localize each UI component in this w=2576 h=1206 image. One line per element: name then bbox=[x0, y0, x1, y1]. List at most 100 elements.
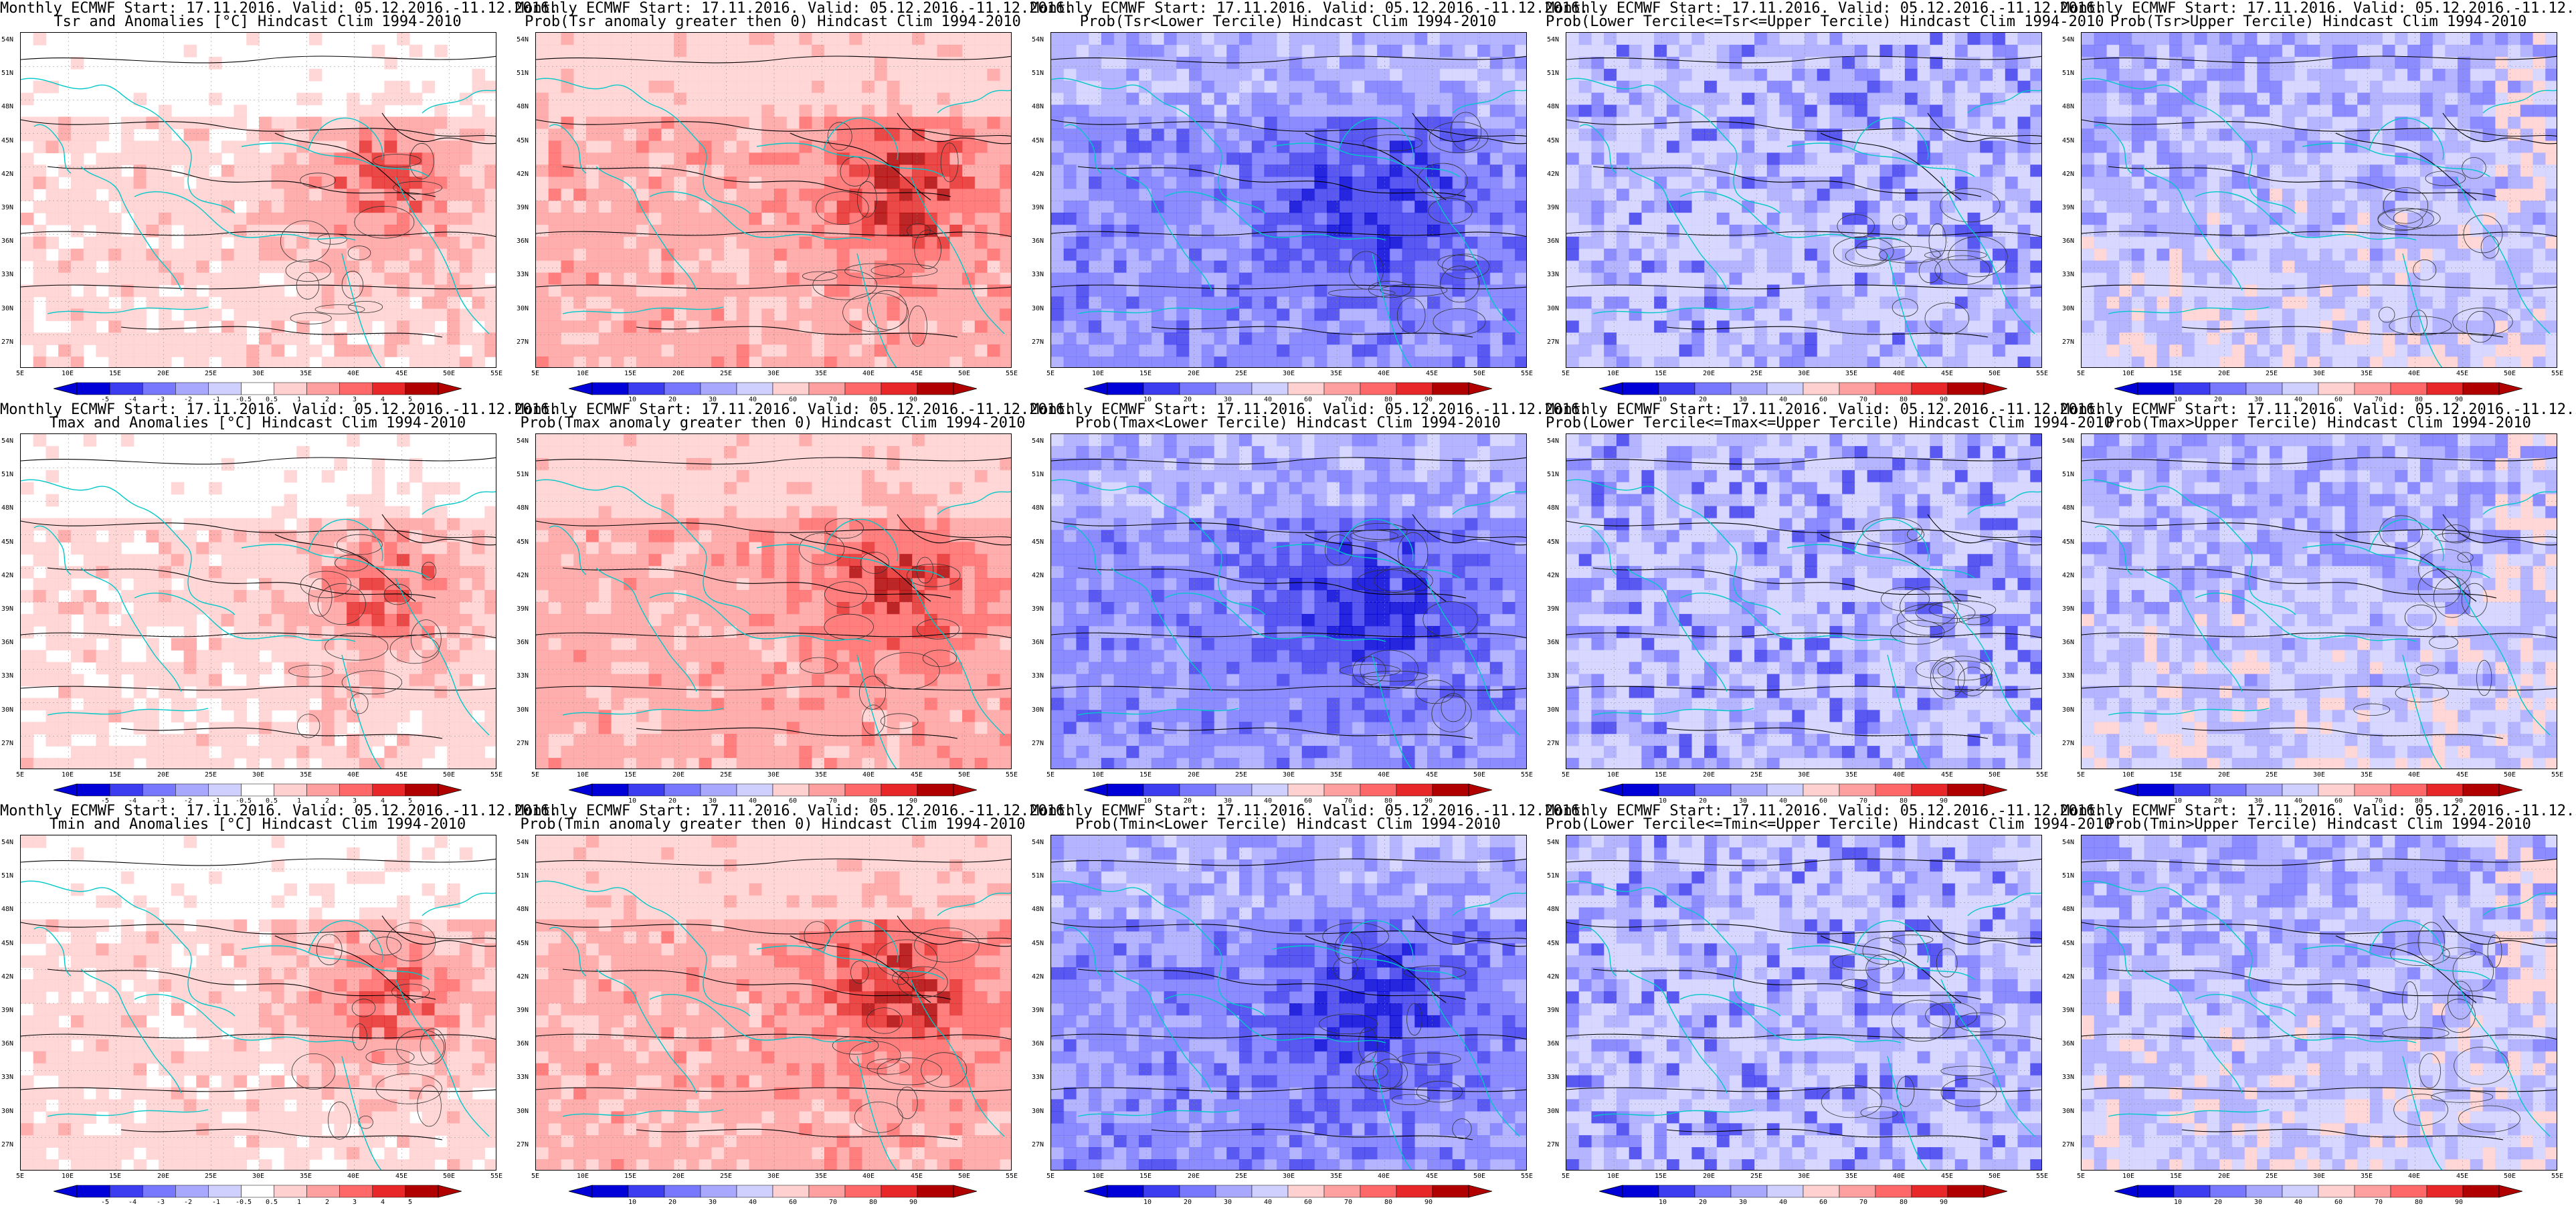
lat-tick-label: 48N bbox=[1547, 906, 1559, 913]
color-scale-tick: 60 bbox=[2334, 1199, 2342, 1206]
lat-tick-label: 27N bbox=[1032, 740, 1044, 747]
lat-tick-label: 27N bbox=[1, 338, 13, 346]
color-scale-tick: 4 bbox=[381, 1199, 385, 1206]
lon-tick-label: 10E bbox=[577, 771, 589, 779]
lat-tick-label: 51N bbox=[1547, 70, 1559, 77]
lat-tick-label: 36N bbox=[2062, 639, 2074, 646]
lat-tick-label: 27N bbox=[517, 338, 529, 346]
color-scale-tick: 70 bbox=[2375, 1199, 2383, 1206]
lon-tick-label: 40E bbox=[347, 771, 359, 779]
lon-tick-label: 55E bbox=[1006, 771, 1018, 779]
lon-tick-label: 15E bbox=[109, 370, 121, 377]
lat-tick-label: 45N bbox=[517, 538, 529, 546]
lat-tick-label: 45N bbox=[2062, 940, 2074, 947]
color-scale-tick: 30 bbox=[1224, 1199, 1232, 1206]
lat-tick-label: 48N bbox=[1, 906, 13, 913]
lon-tick-label: 40E bbox=[2408, 1173, 2420, 1180]
color-scale-tick: 20 bbox=[1699, 1199, 1707, 1206]
lon-tick-label: 35E bbox=[300, 771, 312, 779]
color-scale-bar bbox=[1599, 1184, 2007, 1199]
lon-tick-label: 50E bbox=[2504, 771, 2516, 779]
lon-tick-label: 55E bbox=[490, 370, 502, 377]
lon-tick-label: 15E bbox=[1139, 370, 1152, 377]
lat-tick-label: 33N bbox=[517, 1074, 529, 1081]
lon-tick-label: 35E bbox=[1330, 771, 1342, 779]
map-panel-tsr-lower: Monthly ECMWF Start: 17.11.2016. Valid: … bbox=[1030, 0, 1546, 401]
lon-tick-label: 50E bbox=[958, 370, 970, 377]
lat-tick-label: 42N bbox=[1, 171, 13, 178]
lat-tick-label: 48N bbox=[1032, 504, 1044, 512]
color-scale-tick: 5 bbox=[408, 1199, 412, 1206]
lon-tick-label: 20E bbox=[157, 370, 169, 377]
lon-tick-label: 30E bbox=[1283, 771, 1295, 779]
lat-tick-label: 30N bbox=[1, 1108, 13, 1115]
lat-tick-label: 51N bbox=[1032, 70, 1044, 77]
lon-tick-label: 5E bbox=[16, 370, 24, 377]
lat-tick-label: 33N bbox=[2062, 271, 2074, 278]
lon-tick-label: 45E bbox=[911, 1173, 923, 1180]
lon-tick-label: 5E bbox=[1046, 1173, 1054, 1180]
lat-tick-label: 54N bbox=[1, 437, 13, 445]
color-scale-bar bbox=[569, 1184, 977, 1199]
lat-tick-label: 39N bbox=[1547, 605, 1559, 613]
field-map bbox=[21, 434, 496, 769]
color-scale-tick: 20 bbox=[2214, 1199, 2222, 1206]
lon-tick-label: 20E bbox=[1703, 1173, 1715, 1180]
panel-title: Prob(Tsr anomaly greater then 0) Hindcas… bbox=[515, 15, 1030, 29]
color-scale-tick: 40 bbox=[2294, 1199, 2302, 1206]
lat-tick-label: 45N bbox=[1032, 538, 1044, 546]
lat-tick-label: 33N bbox=[2062, 1074, 2074, 1081]
lat-tick-label: 45N bbox=[1032, 137, 1044, 144]
lat-tick-label: 48N bbox=[1, 103, 13, 110]
lat-tick-label: 30N bbox=[517, 706, 529, 714]
lat-tick-label: 30N bbox=[2062, 1108, 2074, 1115]
field-map bbox=[2082, 434, 2557, 769]
panel-title: Tmax and Anomalies [°C] Hindcast Clim 19… bbox=[0, 416, 515, 431]
lat-tick-label: 48N bbox=[2062, 103, 2074, 110]
lat-tick-label: 33N bbox=[1547, 1074, 1559, 1081]
lat-tick-label: 48N bbox=[1032, 906, 1044, 913]
panel-title: Prob(Tmin anomaly greater then 0) Hindca… bbox=[515, 817, 1030, 832]
lon-tick-label: 40E bbox=[862, 370, 875, 377]
lon-tick-label: 30E bbox=[252, 370, 264, 377]
lon-tick-label: 45E bbox=[1426, 1173, 1438, 1180]
lon-tick-label: 25E bbox=[1750, 1173, 1762, 1180]
lat-tick-label: 45N bbox=[2062, 137, 2074, 144]
lat-tick-label: 54N bbox=[1, 36, 13, 43]
lon-tick-label: 20E bbox=[157, 1173, 169, 1180]
lat-tick-label: 36N bbox=[517, 237, 529, 245]
field-map bbox=[2082, 33, 2557, 368]
lat-tick-label: 33N bbox=[2062, 672, 2074, 680]
lon-tick-label: 10E bbox=[62, 771, 74, 779]
lon-tick-label: 30E bbox=[1798, 771, 1810, 779]
panel-title: Prob(Lower Tercile<=Tmax<=Upper Tercile)… bbox=[1546, 416, 2061, 431]
lat-tick-label: 33N bbox=[1032, 672, 1044, 680]
color-scale-bar bbox=[569, 783, 977, 797]
lat-tick-label: 27N bbox=[517, 1141, 529, 1148]
lat-tick-label: 54N bbox=[2062, 437, 2074, 445]
lon-tick-label: 10E bbox=[1092, 1173, 1104, 1180]
lon-tick-label: 15E bbox=[1139, 1173, 1152, 1180]
lon-tick-label: 50E bbox=[443, 771, 455, 779]
lon-tick-label: 10E bbox=[62, 370, 74, 377]
lon-tick-label: 45E bbox=[2456, 370, 2468, 377]
map-panel-tmax-lower: Monthly ECMWF Start: 17.11.2016. Valid: … bbox=[1030, 401, 1546, 803]
lat-tick-label: 30N bbox=[1547, 305, 1559, 312]
lon-tick-label: 55E bbox=[1521, 771, 1533, 779]
lon-tick-label: 25E bbox=[205, 1173, 217, 1180]
color-scale-tick: 10 bbox=[1659, 1199, 1667, 1206]
map-area bbox=[20, 835, 496, 1171]
lat-tick-label: 39N bbox=[2062, 1007, 2074, 1014]
lon-tick-label: 20E bbox=[672, 1173, 684, 1180]
lon-tick-label: 35E bbox=[1330, 370, 1342, 377]
lat-tick-label: 30N bbox=[517, 305, 529, 312]
lon-tick-label: 55E bbox=[2036, 771, 2048, 779]
lat-tick-label: 42N bbox=[2062, 171, 2074, 178]
lon-tick-label: 10E bbox=[2122, 771, 2134, 779]
lat-tick-label: 45N bbox=[1547, 538, 1559, 546]
color-scale-bar bbox=[54, 381, 462, 396]
map-area bbox=[1050, 433, 1527, 769]
lon-tick-label: 20E bbox=[2218, 771, 2230, 779]
lat-tick-label: 45N bbox=[1, 538, 13, 546]
lon-tick-label: 15E bbox=[624, 771, 636, 779]
